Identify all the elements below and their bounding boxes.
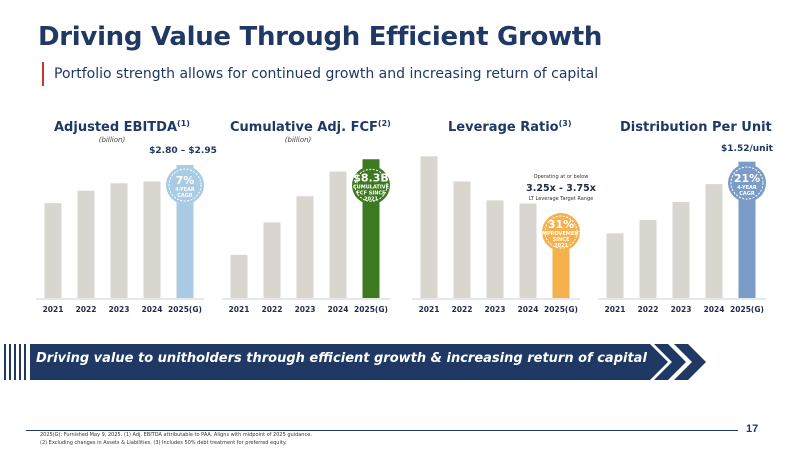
- tick-label: 2022: [638, 305, 659, 314]
- footnote-line-1: 2025(G): Furnished May 9, 2025. (1) Adj.…: [40, 432, 312, 438]
- tick-label: 2024: [704, 305, 725, 314]
- chart-1: Adjusted EBITDA(1)(billion) 2021 2022 2023 2…: [36, 119, 217, 314]
- tick-label: 2024: [142, 305, 163, 314]
- page-number: 17: [746, 423, 759, 435]
- badge-circle: [166, 166, 204, 205]
- charts-area: Adjusted EBITDA(1)(billion)2021 2022 2023 2…: [36, 119, 774, 314]
- badge-value: 31%: [548, 218, 574, 231]
- bar-2022: [639, 219, 657, 298]
- badge-label: FCF SINCE: [357, 190, 387, 196]
- badge-label: 2021: [554, 243, 568, 249]
- bar-2021: [606, 233, 624, 298]
- tick-label: 2024: [328, 305, 349, 314]
- chart-2: Cumulative Adj. FCF(2)(billion) 2021 2022 2…: [222, 119, 391, 314]
- chart-title: Adjusted EBITDA(1): [54, 119, 190, 135]
- badge-circle: [728, 164, 766, 202]
- leverage-note-top: Operating at or below: [534, 174, 589, 180]
- leverage-target-range: 3.25x - 3.75x: [526, 183, 596, 194]
- tick-label: 2022: [452, 305, 473, 314]
- slide-title: Driving Value Through Efficient Growth: [38, 22, 603, 52]
- tick-label: 2025(G): [544, 305, 578, 314]
- tick-label: 2024: [518, 305, 539, 314]
- banner-text: Driving value to unitholders through eff…: [36, 351, 647, 366]
- badge-circle: [352, 166, 390, 205]
- banner-body: [30, 344, 668, 380]
- badge-ring: [354, 168, 388, 202]
- chart-title: Leverage Ratio(3): [448, 119, 572, 135]
- bar-2021: [420, 156, 438, 298]
- tick-label: 2022: [76, 305, 97, 314]
- bar-2025(G): [552, 244, 570, 298]
- badge-label: 2021: [364, 196, 378, 202]
- chart-title: Distribution Per Unit: [620, 120, 772, 135]
- bar-2022: [453, 181, 471, 298]
- badge-label: CUMULATIVE: [353, 184, 390, 190]
- badge-label: 4-YEAR: [737, 185, 757, 191]
- chart-title-superscript: (1): [177, 119, 190, 128]
- bar-2024: [705, 184, 723, 298]
- badge-value: $8.3B: [353, 171, 389, 184]
- chart-3: Leverage Ratio(3) 2021 2022 2023 2024 2025(G)…: [412, 119, 596, 314]
- tick-label: 2021: [419, 305, 440, 314]
- bar-2023: [110, 183, 128, 298]
- footnote-line-2: (2) Excluding changes in Assets & Liabil…: [40, 439, 287, 446]
- leverage-note-bottom: LT Leverage Target Range: [529, 196, 593, 202]
- badge-label: SINCE: [553, 237, 570, 243]
- tick-label: 2023: [485, 305, 506, 314]
- tick-label: 2023: [295, 305, 316, 314]
- tick-label: 2025(G): [354, 305, 388, 314]
- chart-unit-label: (billion): [99, 136, 126, 144]
- chart-title-superscript: (2): [378, 119, 391, 128]
- footnote: 2025(G): Furnished May 9, 2025. (1) Adj.…: [40, 432, 312, 447]
- bar-2023: [296, 196, 314, 298]
- distribution-value-label: $1.52/unit: [721, 144, 774, 154]
- badge-ring: [544, 215, 578, 249]
- badge-value: 21%: [734, 172, 760, 185]
- bar-2024: [329, 171, 347, 298]
- bar-2024: [519, 203, 537, 298]
- tick-label: 2025(G): [168, 305, 202, 314]
- guidance-range-label: $2.80 – $2.95: [149, 146, 217, 156]
- banner-stripes: [4, 344, 26, 380]
- footer-divider: [26, 430, 738, 431]
- tick-label: 2021: [605, 305, 626, 314]
- chart-title-superscript: (3): [559, 119, 572, 128]
- title-accent-bar: [42, 62, 44, 86]
- tick-label: 2023: [109, 305, 130, 314]
- tick-label: 2023: [671, 305, 692, 314]
- bar-2022: [263, 222, 281, 298]
- tick-label: 2021: [229, 305, 250, 314]
- chart-title: Cumulative Adj. FCF(2): [230, 119, 391, 135]
- badge-value: 7%: [176, 174, 195, 187]
- slide-subtitle: Portfolio strength allows for continued …: [54, 66, 599, 82]
- badge-label: CAGR: [739, 191, 755, 197]
- banner-chevron-1: [654, 344, 686, 380]
- bar-2022: [77, 190, 95, 298]
- banner: [4, 344, 706, 380]
- badge-ring: [730, 166, 764, 200]
- tick-label: 2025(G): [730, 305, 764, 314]
- tick-label: 2022: [262, 305, 283, 314]
- bar-2023: [486, 200, 504, 298]
- bar-2024: [143, 181, 161, 298]
- badge-ring: [168, 168, 202, 202]
- tick-label: 2021: [43, 305, 64, 314]
- chart-unit-label: (billion): [285, 136, 312, 144]
- bar-2021: [44, 203, 62, 298]
- badge-label: 4-YEAR: [175, 187, 195, 193]
- banner-chevron-2: [674, 344, 706, 380]
- bar-2021: [230, 254, 248, 298]
- badge-label: CAGR: [177, 193, 193, 199]
- bar-2023: [672, 202, 690, 298]
- chart-4: Distribution Per Unit 2021 2022 2023 2024 202…: [598, 120, 774, 314]
- badge-circle: [542, 213, 580, 251]
- badge-label: IMPROVEMENT: [540, 231, 582, 237]
